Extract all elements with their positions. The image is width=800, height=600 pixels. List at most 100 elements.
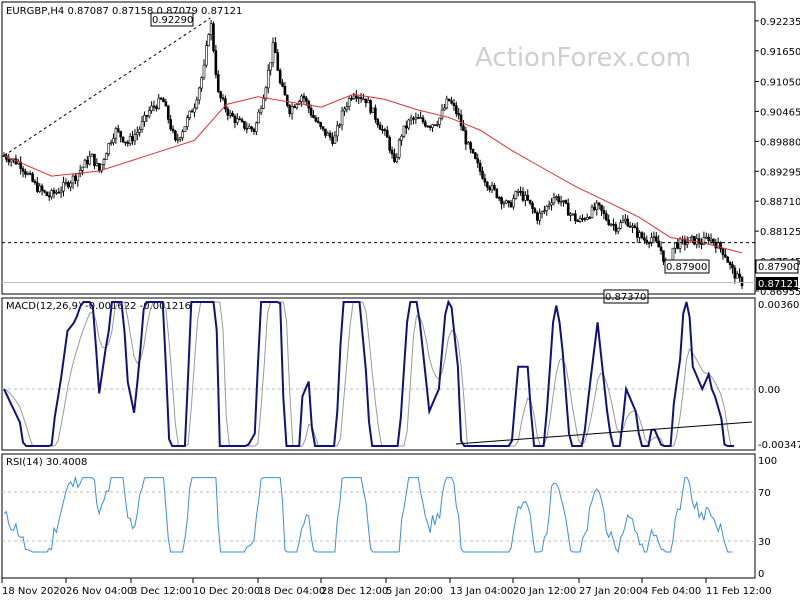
candle-body: [631, 225, 634, 228]
candle-body: [247, 126, 251, 129]
candle-body: [564, 200, 568, 204]
candle-body: [305, 97, 308, 102]
candle-body: [566, 203, 570, 216]
current-price-tag: 0.87121: [756, 277, 799, 290]
candle-body: [724, 254, 727, 258]
candle-body: [257, 111, 261, 124]
candle-body: [659, 246, 663, 251]
candle-body: [93, 153, 96, 166]
candle-body: [112, 137, 115, 143]
candle-body: [493, 184, 496, 190]
candle-body: [397, 139, 401, 158]
candle-body: [700, 242, 703, 245]
candle-body: [133, 134, 137, 142]
candle-body: [428, 126, 432, 128]
candle-body: [150, 105, 153, 111]
candle-body: [316, 120, 320, 123]
rsi-tick-30: 30: [758, 537, 771, 548]
candle-body: [512, 198, 515, 208]
candle-body: [157, 97, 161, 109]
candle-body: [62, 182, 65, 192]
candle-body: [345, 106, 349, 110]
candle-body: [281, 82, 284, 87]
x-tick-label: 11 Feb 12:00: [706, 586, 772, 597]
candle-body: [233, 115, 237, 123]
macd-trendline: [455, 421, 753, 445]
candle-body: [502, 202, 506, 205]
x-tick-label: 10 Dec 20:00: [193, 586, 260, 597]
candle-body: [495, 188, 499, 198]
candle-body: [450, 100, 453, 104]
candle-body: [31, 173, 34, 182]
candle-body: [83, 159, 87, 168]
candle-body: [621, 220, 625, 223]
x-tick-label: 27 Jan 20:00: [579, 586, 642, 597]
x-tick-label: 3 Dec 12:00: [131, 586, 192, 597]
candle-body: [276, 52, 280, 71]
candle-body: [71, 175, 75, 184]
candle-body: [469, 142, 472, 150]
candle-body: [640, 232, 644, 239]
candle-body: [324, 128, 327, 136]
candle-body: [102, 159, 106, 165]
candle-body: [662, 250, 665, 262]
macd-tick-zero: 0.00: [758, 385, 780, 396]
candle-body: [347, 98, 351, 108]
candle-body: [214, 50, 218, 75]
x-tick-label: 28 Dec 12:00: [321, 586, 388, 597]
candle-body: [52, 190, 56, 194]
candle-body: [86, 159, 89, 165]
resistance-price-tag: 0.87900: [755, 259, 799, 274]
candle-body: [543, 210, 546, 212]
candle-body: [59, 190, 63, 194]
candle-body: [240, 119, 244, 122]
candle-body: [643, 237, 646, 241]
candle-body: [293, 106, 296, 108]
candle-body: [455, 105, 458, 114]
rsi-panel-title: RSI(14) 30.4008: [6, 457, 87, 468]
candle-body: [57, 191, 61, 194]
candle-body: [171, 128, 175, 132]
x-tick-label: 4 Feb 04:00: [642, 586, 701, 597]
moving-average-line: [3, 93, 743, 254]
candle-body: [647, 242, 651, 245]
macd-panel-title: MACD(12,26,9) -0.001622 -0.001216: [6, 301, 191, 312]
candle-body: [447, 98, 451, 102]
candle-body: [588, 217, 591, 219]
candle-body: [131, 136, 134, 142]
candle-body: [28, 172, 32, 175]
candle-body: [607, 219, 610, 225]
candle-body: [578, 218, 582, 222]
main-ytick-label: 0.88710: [760, 197, 800, 208]
candle-body: [352, 95, 356, 99]
candle-body: [140, 121, 144, 130]
candle-body: [593, 206, 596, 210]
candle-body: [550, 202, 553, 206]
candle-body: [245, 127, 249, 130]
candle-body: [590, 206, 594, 218]
candle-body: [507, 200, 510, 203]
candle-body: [202, 64, 206, 79]
candle-body: [88, 155, 92, 165]
candle-body: [288, 105, 291, 115]
candle-body: [709, 238, 713, 242]
rsi-tick-0: 0: [758, 569, 764, 580]
candle-body: [738, 273, 741, 278]
candle-body: [740, 276, 744, 287]
candle-body: [224, 98, 227, 110]
candle-body: [357, 97, 361, 99]
main-ytick-label: 0.89295: [760, 167, 800, 178]
candle-body: [690, 235, 694, 239]
candle-body: [116, 128, 120, 132]
candle-body: [350, 98, 353, 100]
candle-body: [188, 110, 191, 118]
candle-body: [378, 124, 382, 130]
candle-body: [478, 162, 482, 172]
candles-group: [2, 20, 744, 289]
candle-body: [21, 168, 25, 172]
candle-body: [505, 200, 508, 204]
candle-body: [47, 195, 51, 198]
candle-body: [569, 213, 572, 216]
candle-body: [38, 185, 42, 192]
rsi-tick-100: 100: [758, 456, 777, 467]
